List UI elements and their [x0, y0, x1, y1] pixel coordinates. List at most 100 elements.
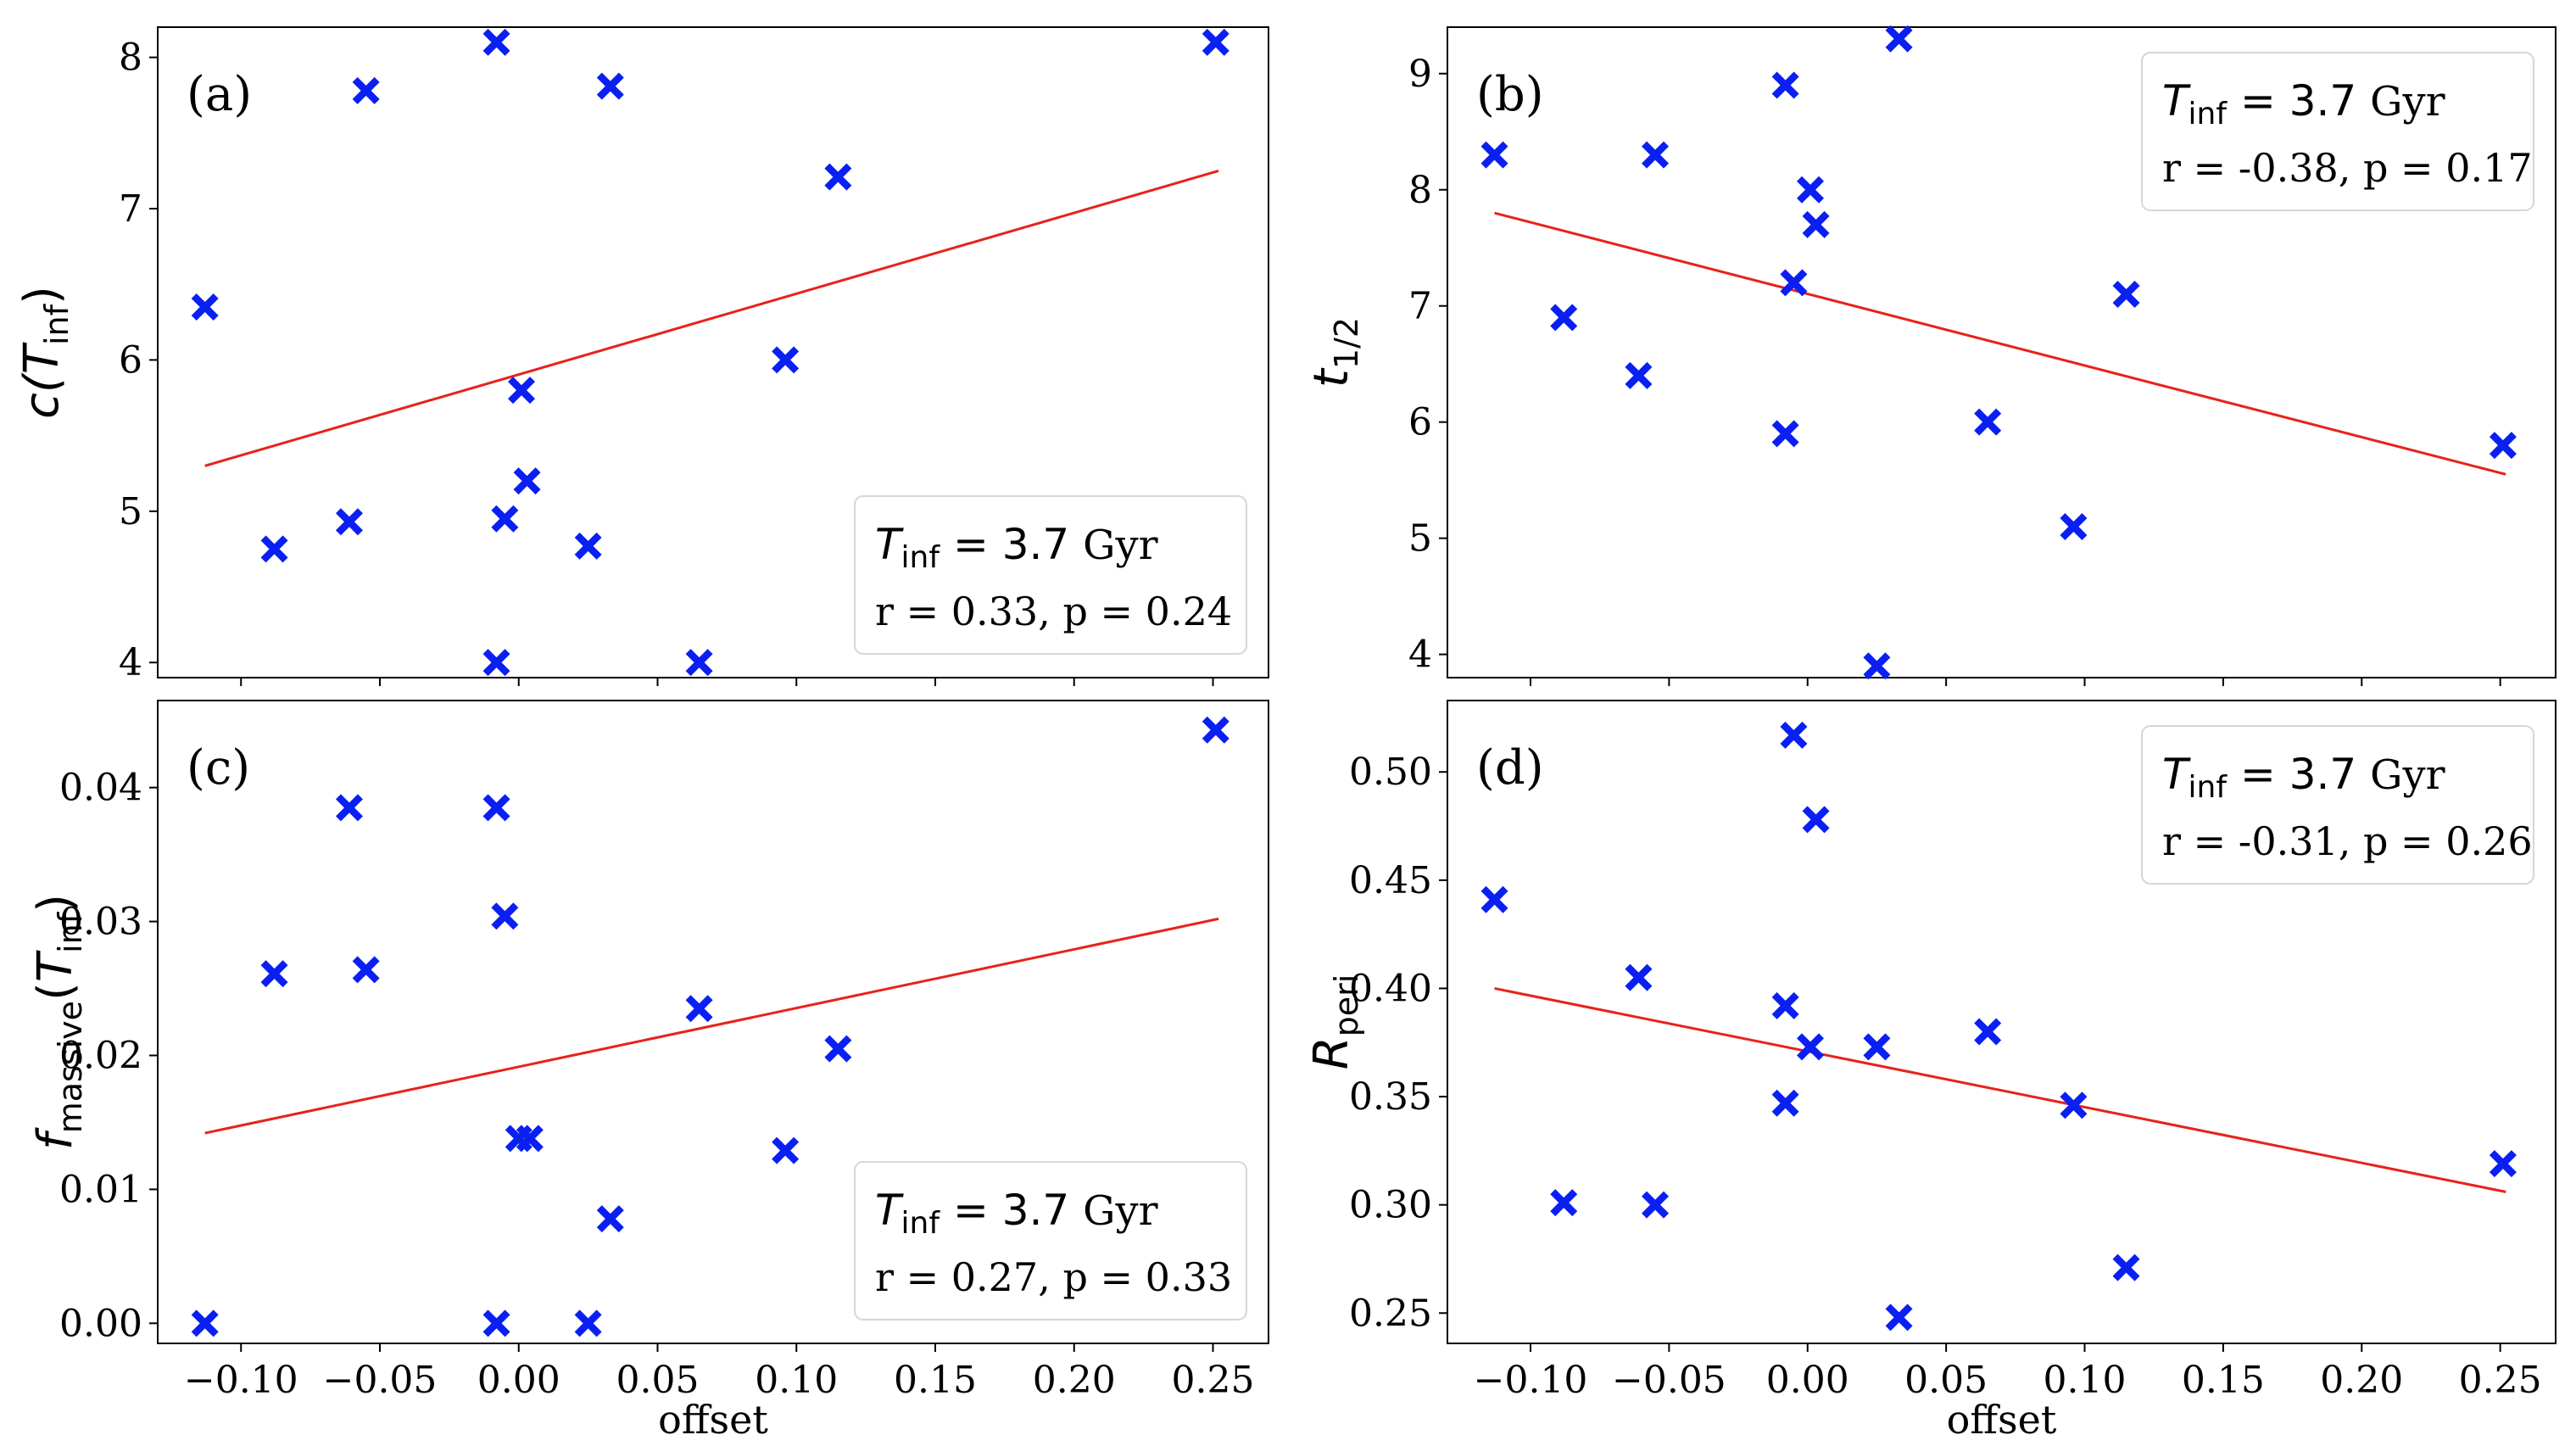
data-point-marker: [824, 163, 852, 191]
x-tick-label: −0.10: [1474, 1359, 1588, 1402]
data-point-marker: [772, 346, 800, 374]
regression-fit-line: [1494, 211, 2506, 476]
legend-title: Tinf = 3.7 Gyr: [875, 520, 1158, 575]
data-point-marker: [1480, 141, 1508, 169]
data-point-marker: [482, 1309, 510, 1337]
y-tick-label: 0.25: [1349, 1292, 1432, 1335]
y-tick-label: 4: [1408, 634, 1432, 677]
data-point-marker: [352, 956, 380, 984]
plot-frame: [157, 700, 1269, 1344]
data-point-marker: [1202, 716, 1229, 744]
regression-fit-line: [204, 917, 1219, 1135]
data-point-marker: [1780, 721, 1808, 749]
data-point-marker: [1974, 1018, 2002, 1046]
legend-box: [854, 1161, 1247, 1320]
y-tick-label: 0.02: [59, 1034, 142, 1077]
x-tick-label: 0.25: [1172, 1359, 1255, 1402]
data-point-marker: [772, 1136, 800, 1164]
y-tick-label: 6: [1408, 401, 1432, 444]
x-tick-label: 0.00: [1766, 1359, 1849, 1402]
panel-a: 4 5 6 7 8 c(Tinf) (a) Tinf = 3.7 Gyr r = 0.33, p…: [14, 26, 1269, 686]
data-point-marker: [1550, 304, 1578, 332]
legend-box: [854, 495, 1247, 655]
legend-title: Tinf = 3.7 Gyr: [2162, 76, 2445, 131]
data-point-marker: [335, 794, 363, 822]
data-point-marker: [1802, 806, 1830, 834]
y-tick-label: 8: [1408, 169, 1432, 212]
data-point-marker: [352, 76, 380, 104]
data-point-marker: [574, 532, 602, 560]
panel-label: (d): [1476, 740, 1544, 796]
y-axis-label: t1/2​: [1304, 317, 1365, 388]
x-tick-label: 0.00: [477, 1359, 560, 1402]
legend-title: Tinf = 3.7 Gyr: [2162, 750, 2445, 805]
data-point-marker: [1797, 1033, 1825, 1061]
x-tick-label: 0.10: [2044, 1359, 2127, 1402]
y-tick-label: 9: [1408, 53, 1432, 96]
data-point-marker: [482, 28, 510, 56]
x-tick-label: −0.05: [323, 1359, 438, 1402]
y-tick-label: 5: [1408, 517, 1432, 561]
legend-stats: r = -0.31, p = 0.26: [2162, 818, 2533, 864]
data-point-marker: [482, 649, 510, 677]
x-tick-label: 0.15: [2182, 1359, 2265, 1402]
data-point-marker: [1202, 28, 1229, 56]
data-point-marker: [260, 535, 288, 563]
y-tick-label: 0.04: [59, 767, 142, 810]
y-tick-label: 0.30: [1349, 1184, 1432, 1227]
y-tick-label: 4: [119, 641, 142, 684]
panel-c: −0.10 −0.05 0.00 0.05 0.10 0.15 0.20 0.25 0.00 0.…: [28, 700, 1269, 1443]
panel-label: (c): [187, 740, 250, 796]
data-point-marker: [2489, 432, 2517, 460]
legend: Tinf = 3.7 Gyr r = -0.38, p = 0.17: [2141, 52, 2534, 211]
data-point-marker: [1642, 141, 1670, 169]
legend-stats: r = -0.38, p = 0.17: [2162, 145, 2533, 191]
data-point-marker: [1771, 420, 1799, 448]
data-point-marker: [1780, 269, 1808, 297]
data-point-marker: [1974, 408, 2002, 436]
data-point-marker: [1642, 1191, 1670, 1219]
data-point-marker: [824, 1035, 852, 1063]
x-tick-label: 0.05: [1904, 1359, 1988, 1402]
data-point-marker: [1885, 25, 1913, 53]
regression-fit-line: [204, 170, 1219, 467]
y-axis-label: c(Tinf): [14, 286, 75, 419]
x-tick-label: 0.15: [894, 1359, 977, 1402]
legend-stats: r = 0.27, p = 0.33: [875, 1254, 1232, 1300]
y-tick-label: 0.01: [59, 1168, 142, 1211]
plot-frame: [1447, 26, 2556, 678]
data-point-marker: [596, 1205, 624, 1233]
data-point-marker: [2112, 281, 2140, 309]
y-tick-label: 0.35: [1349, 1075, 1432, 1119]
plot-frame: [157, 26, 1269, 678]
data-point-marker: [2060, 1091, 2088, 1119]
data-point-marker: [191, 1309, 219, 1337]
data-point-marker: [1863, 652, 1891, 680]
data-point-marker: [2112, 1253, 2140, 1281]
y-tick-label: 0.50: [1349, 751, 1432, 794]
legend: Tinf = 3.7 Gyr r = -0.31, p = 0.26: [2141, 725, 2534, 885]
data-point-marker: [513, 467, 541, 495]
data-point-marker: [508, 377, 536, 405]
data-point-marker: [482, 794, 510, 822]
x-tick-label: −0.05: [1612, 1359, 1726, 1402]
data-point-marker: [2489, 1150, 2517, 1178]
legend: Tinf = 3.7 Gyr r = 0.33, p = 0.24: [854, 495, 1247, 655]
y-axis-label: Rperi​: [1304, 974, 1365, 1070]
data-point-marker: [1771, 71, 1799, 99]
data-point-marker: [516, 1125, 544, 1153]
data-point-marker: [1771, 1089, 1799, 1117]
y-tick-label: 7: [119, 187, 142, 231]
y-tick-label: 0.03: [59, 901, 142, 944]
data-point-marker: [2060, 512, 2088, 540]
x-tick-label: 0.05: [616, 1359, 700, 1402]
data-point-marker: [1550, 1189, 1578, 1217]
y-axis-label: fmassive(Tinf): [28, 894, 89, 1150]
y-tick-label: 6: [119, 338, 142, 382]
legend-stats: r = 0.33, p = 0.24: [875, 589, 1232, 634]
y-tick-label: 7: [1408, 285, 1432, 328]
data-point-marker: [1797, 176, 1825, 204]
x-axis-label: offset: [658, 1397, 768, 1443]
data-point-marker: [191, 293, 219, 321]
